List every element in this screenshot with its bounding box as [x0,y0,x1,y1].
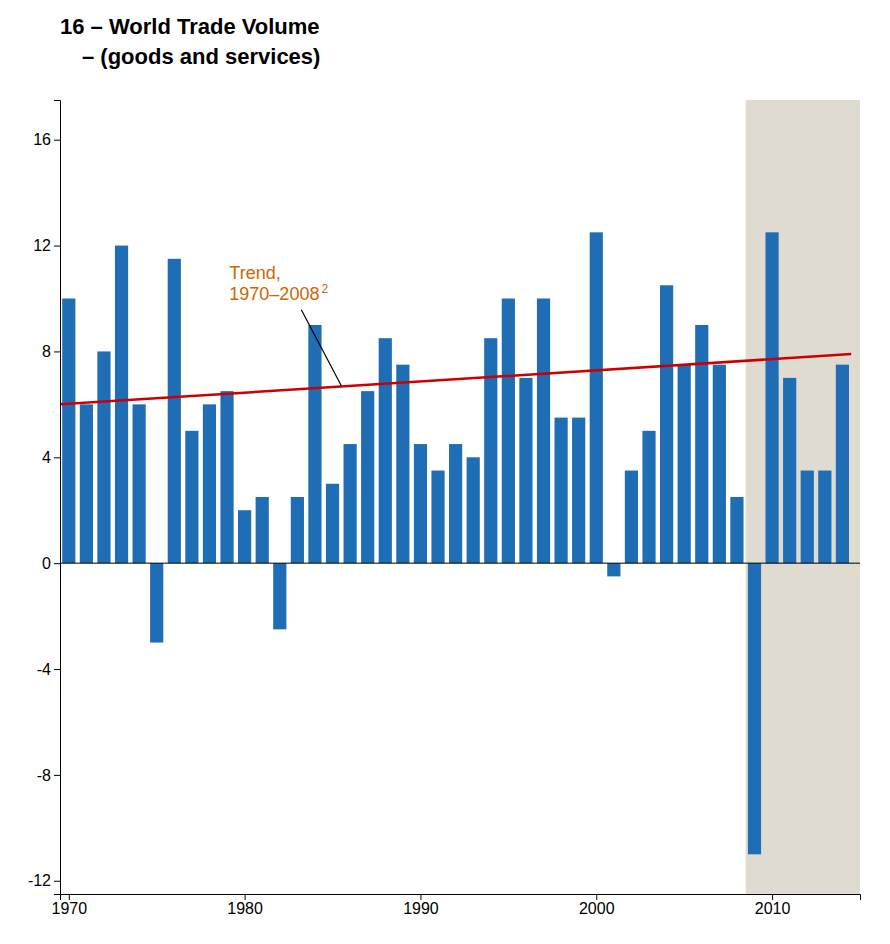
bar [326,484,339,563]
chart: 16 – World Trade Volume – (goods and serv… [0,0,890,944]
tick-mark [596,894,597,900]
bar [801,471,814,564]
tick-mark [772,894,773,900]
tick-label: -8 [37,767,51,784]
bar [678,365,691,563]
tick-mark [54,457,60,458]
bar [555,418,568,564]
tick-mark [54,669,60,670]
bar [730,497,743,563]
plot: 1970 1980 1990 2000 2010 -12 -8 -4 0 4 8 12 16 Trend,… [28,100,861,917]
bar [273,563,286,629]
tick-label: -4 [37,661,51,678]
tick-mark [420,894,421,900]
tick: 1970 [51,894,87,917]
axis-line [61,895,861,901]
bar [379,338,392,563]
tick-label: 1990 [403,900,439,917]
bar [80,404,93,563]
tick: 12 [33,237,60,254]
tick-label: -12 [28,872,51,889]
tick: 1980 [227,894,263,917]
tick: -8 [37,767,60,784]
tick-label: 4 [42,449,51,466]
tick: -4 [37,661,60,678]
tick: 4 [42,449,60,466]
bar [607,563,620,576]
tick: -12 [28,872,60,889]
tick: 16 [33,131,60,148]
bar [291,497,304,563]
bar [220,391,233,563]
bar [502,299,515,564]
bar [431,471,444,564]
bar [642,431,655,563]
bar [449,444,462,563]
annotation-superscript: 2 [321,282,328,296]
tick: 8 [42,343,60,360]
bar [150,563,163,642]
bar [519,378,532,563]
bar [133,404,146,563]
bar [836,365,849,563]
annotation-line [301,310,341,386]
tick-mark [54,563,60,564]
tick-label: 16 [33,131,51,148]
bar [203,404,216,563]
tick: 2000 [579,894,615,917]
bar [765,232,778,563]
bar [185,431,198,563]
trend-line [60,354,851,404]
bar [713,365,726,563]
tick-label: 1970 [51,900,87,917]
tick: 1990 [403,894,439,917]
zero-line [60,563,860,564]
subtitle: – (goods and services) [82,44,320,69]
bar [344,444,357,563]
bar [484,338,497,563]
bar [625,471,638,564]
tick-mark [54,351,60,352]
tick: 0 [42,555,60,572]
bar [695,325,708,563]
bar [168,259,181,563]
bar [361,391,374,563]
shaded-region [746,100,860,894]
tick-label: 8 [42,343,51,360]
title: 16 – World Trade Volume [60,14,320,39]
bar [97,351,110,563]
bar [238,510,251,563]
bar [396,365,409,563]
bar [783,378,796,563]
bar [308,325,321,563]
tick-label: 2010 [755,900,791,917]
tick-mark [54,140,60,141]
annotation: Trend,1970–2008 [229,263,319,304]
tick-label: 12 [33,237,51,254]
bar [467,457,480,563]
axis-line [54,101,61,895]
bar [115,246,128,564]
bar [62,299,75,564]
bar [748,563,761,854]
bar [256,497,269,563]
bar [572,418,585,564]
tick-label: 2000 [579,900,615,917]
marks [60,100,860,894]
x-axis: 1970 1980 1990 2000 2010 [51,894,860,917]
tick-mark [245,894,246,900]
tick-label: 0 [42,555,51,572]
tick-mark [54,246,60,247]
bar [818,471,831,564]
bar [660,285,673,563]
tick-mark [54,881,60,882]
bar [414,444,427,563]
y-axis: -12 -8 -4 0 4 8 12 16 [28,101,61,895]
tick-mark [69,894,70,900]
tick: 2010 [755,894,791,917]
bar [590,232,603,563]
tick-label: 1980 [227,900,263,917]
bar [537,299,550,564]
tick-mark [54,775,60,776]
